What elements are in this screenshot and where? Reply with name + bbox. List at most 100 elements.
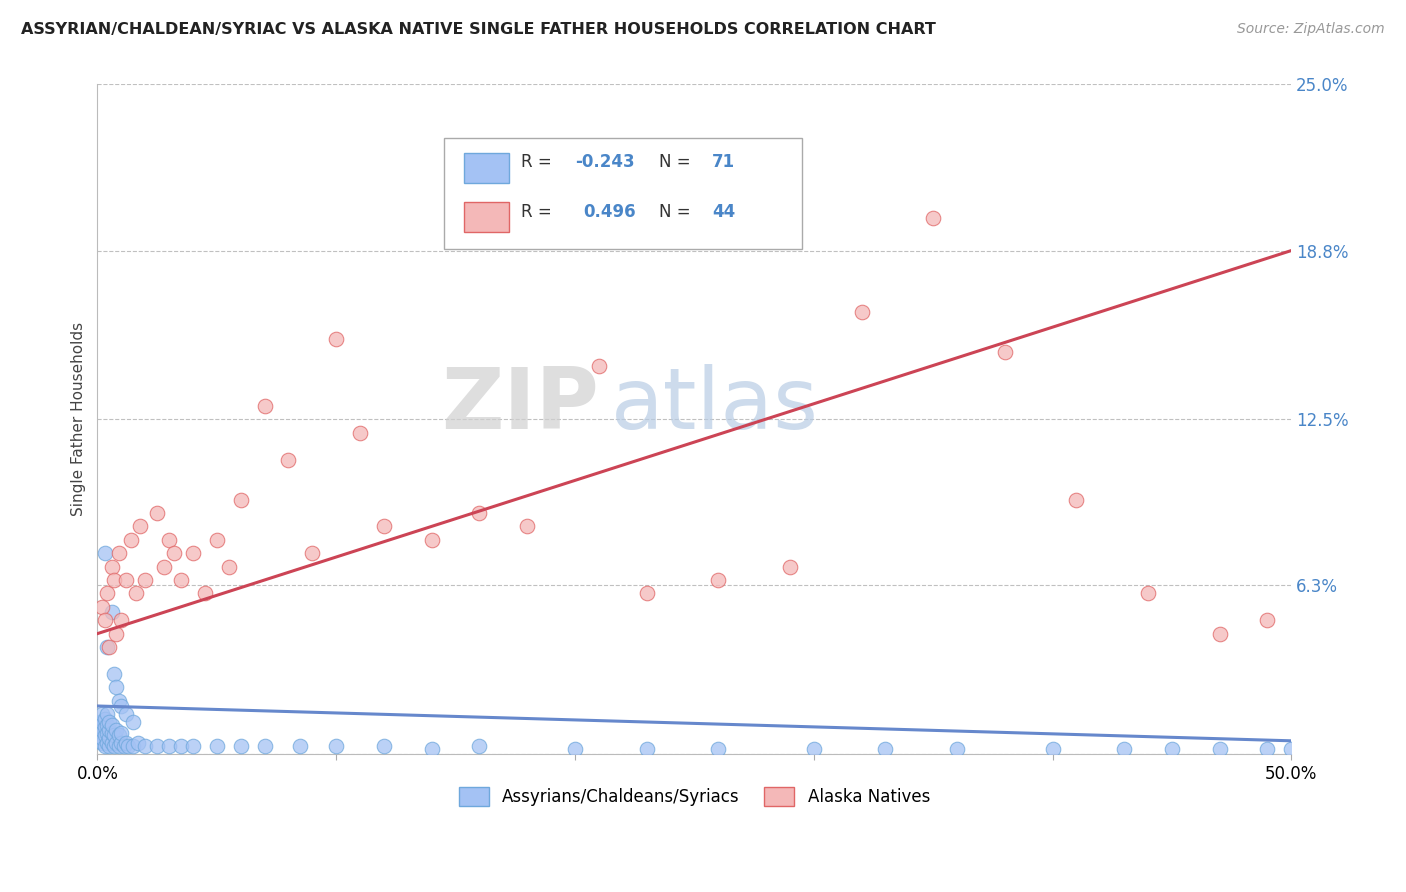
- Point: [91, 723, 114, 737]
- Point: [91, 731, 114, 746]
- Point: [105, 723, 128, 737]
- Point: [108, 693, 131, 707]
- Point: [105, 626, 128, 640]
- Bar: [464, 153, 509, 183]
- Point: [146, 506, 169, 520]
- Point: [89, 714, 111, 729]
- Point: [1208, 626, 1230, 640]
- Point: [105, 680, 128, 694]
- Point: [91, 599, 114, 614]
- Point: [153, 559, 176, 574]
- Point: [163, 546, 186, 560]
- Text: 44: 44: [713, 203, 735, 221]
- Point: [290, 739, 312, 754]
- Point: [946, 742, 969, 756]
- Point: [124, 586, 146, 600]
- Point: [96, 725, 118, 739]
- Point: [100, 725, 122, 739]
- Point: [146, 739, 169, 754]
- Text: N =: N =: [658, 203, 696, 221]
- Point: [875, 742, 897, 756]
- Point: [89, 725, 111, 739]
- Point: [122, 714, 145, 729]
- Point: [120, 533, 142, 547]
- Point: [851, 305, 873, 319]
- Text: R =: R =: [522, 153, 557, 171]
- Point: [110, 725, 132, 739]
- Point: [129, 519, 152, 533]
- Point: [994, 345, 1017, 359]
- Text: -0.243: -0.243: [575, 153, 634, 171]
- Point: [1066, 492, 1088, 507]
- Point: [1114, 742, 1136, 756]
- Point: [1256, 742, 1278, 756]
- Point: [803, 742, 825, 756]
- Point: [588, 359, 610, 373]
- Point: [103, 666, 125, 681]
- Point: [157, 533, 180, 547]
- Point: [117, 739, 139, 754]
- Point: [1042, 742, 1064, 756]
- Point: [253, 739, 276, 754]
- Point: [100, 605, 122, 619]
- Bar: [464, 202, 509, 232]
- Text: R =: R =: [522, 203, 562, 221]
- Point: [707, 573, 730, 587]
- Text: Source: ZipAtlas.com: Source: ZipAtlas.com: [1237, 22, 1385, 37]
- Point: [108, 546, 131, 560]
- Point: [96, 717, 118, 731]
- Point: [91, 737, 114, 751]
- Point: [93, 729, 115, 743]
- Point: [100, 737, 122, 751]
- Point: [115, 737, 138, 751]
- Point: [127, 737, 149, 751]
- Point: [103, 739, 125, 754]
- Point: [516, 519, 538, 533]
- Point: [1256, 613, 1278, 627]
- Point: [205, 739, 228, 754]
- Point: [98, 723, 121, 737]
- Point: [93, 720, 115, 734]
- Point: [96, 737, 118, 751]
- Point: [98, 739, 121, 754]
- Point: [181, 546, 204, 560]
- Point: [93, 613, 115, 627]
- Point: [103, 573, 125, 587]
- Point: [110, 737, 132, 751]
- Text: ZIP: ZIP: [441, 365, 599, 448]
- Point: [468, 739, 491, 754]
- Point: [229, 739, 252, 754]
- Point: [110, 613, 132, 627]
- Point: [636, 586, 658, 600]
- Point: [373, 739, 395, 754]
- Point: [253, 399, 276, 413]
- Point: [100, 717, 122, 731]
- Point: [468, 506, 491, 520]
- Point: [100, 559, 122, 574]
- Point: [636, 742, 658, 756]
- Text: 0.496: 0.496: [583, 203, 636, 221]
- Point: [1161, 742, 1184, 756]
- Point: [115, 573, 138, 587]
- Point: [1137, 586, 1160, 600]
- Point: [134, 573, 156, 587]
- Point: [93, 712, 115, 726]
- Point: [205, 533, 228, 547]
- Point: [1279, 742, 1302, 756]
- Point: [564, 742, 586, 756]
- Point: [218, 559, 240, 574]
- Point: [325, 739, 347, 754]
- Point: [110, 698, 132, 713]
- Point: [301, 546, 323, 560]
- Point: [349, 425, 371, 440]
- Text: 71: 71: [713, 153, 735, 171]
- Point: [112, 739, 135, 754]
- Point: [108, 729, 131, 743]
- Point: [98, 640, 121, 654]
- Point: [194, 586, 217, 600]
- Point: [98, 731, 121, 746]
- Text: ASSYRIAN/CHALDEAN/SYRIAC VS ALASKA NATIVE SINGLE FATHER HOUSEHOLDS CORRELATION C: ASSYRIAN/CHALDEAN/SYRIAC VS ALASKA NATIV…: [21, 22, 936, 37]
- Point: [89, 720, 111, 734]
- Point: [373, 519, 395, 533]
- Point: [108, 739, 131, 754]
